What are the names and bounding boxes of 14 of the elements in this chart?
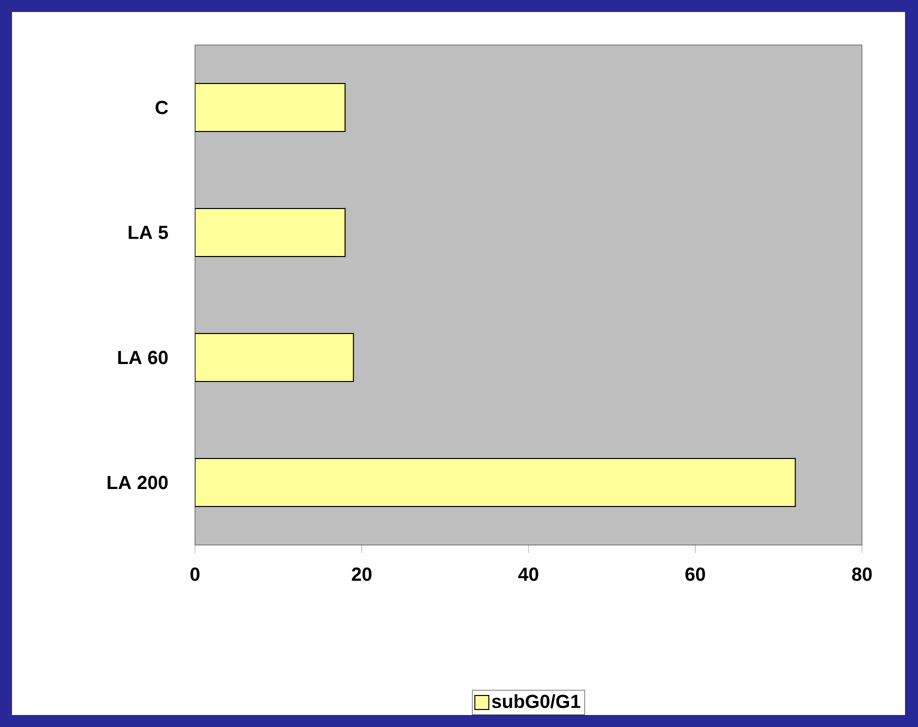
x-tick-label: 0 <box>190 568 200 581</box>
x-tick-label: 20 <box>352 568 372 581</box>
y-tick-label: LA 5 <box>128 226 168 240</box>
x-tick-label: 40 <box>518 568 538 581</box>
legend-label: subG0/G1 <box>492 694 580 708</box>
x-tick-label: 80 <box>852 568 872 581</box>
x-tick-label: 60 <box>685 568 705 581</box>
y-tick-label: LA 60 <box>118 350 168 364</box>
bar <box>195 208 346 258</box>
y-tick-label: C <box>156 100 168 114</box>
bar <box>195 458 796 508</box>
bar <box>195 83 346 132</box>
y-tick-label: LA 200 <box>108 476 168 490</box>
bar <box>195 333 354 382</box>
